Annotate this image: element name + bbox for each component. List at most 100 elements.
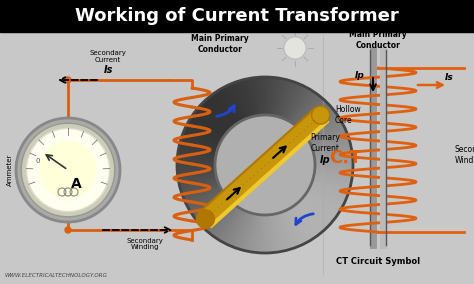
Polygon shape (222, 87, 241, 121)
Polygon shape (301, 199, 330, 225)
Polygon shape (258, 77, 262, 115)
Polygon shape (309, 121, 342, 141)
Polygon shape (243, 213, 253, 250)
Polygon shape (312, 135, 348, 149)
Polygon shape (212, 94, 236, 125)
Polygon shape (315, 165, 353, 166)
Polygon shape (311, 184, 346, 200)
Polygon shape (306, 193, 338, 215)
Polygon shape (314, 176, 351, 185)
Polygon shape (294, 93, 317, 124)
Polygon shape (228, 210, 245, 246)
Polygon shape (304, 110, 335, 134)
Polygon shape (196, 196, 226, 221)
Polygon shape (302, 198, 331, 224)
Polygon shape (220, 208, 240, 241)
Polygon shape (186, 124, 221, 143)
Polygon shape (298, 202, 324, 231)
Polygon shape (204, 201, 231, 230)
Polygon shape (191, 191, 223, 213)
Polygon shape (227, 210, 244, 245)
Polygon shape (183, 184, 219, 199)
Text: Is: Is (103, 65, 113, 75)
Polygon shape (308, 190, 341, 210)
Polygon shape (301, 103, 328, 130)
Polygon shape (251, 214, 258, 252)
Polygon shape (227, 85, 244, 120)
Polygon shape (288, 209, 306, 243)
Polygon shape (197, 108, 227, 133)
Polygon shape (297, 98, 323, 128)
Polygon shape (274, 78, 283, 116)
Polygon shape (299, 101, 326, 129)
Polygon shape (231, 211, 246, 247)
Text: Working of Current Transformer: Working of Current Transformer (75, 7, 399, 25)
Polygon shape (270, 215, 276, 252)
Polygon shape (199, 198, 228, 224)
Circle shape (27, 128, 109, 212)
Polygon shape (309, 188, 343, 206)
Polygon shape (236, 212, 249, 248)
Polygon shape (235, 82, 248, 118)
Polygon shape (271, 214, 277, 252)
Polygon shape (282, 212, 296, 248)
Polygon shape (308, 119, 341, 139)
Polygon shape (216, 207, 238, 239)
Text: Ip: Ip (355, 70, 365, 80)
Polygon shape (184, 185, 219, 202)
Polygon shape (246, 214, 255, 251)
Polygon shape (309, 189, 342, 209)
Polygon shape (205, 202, 232, 231)
Polygon shape (297, 97, 322, 127)
Polygon shape (314, 151, 352, 158)
Text: CT Circuit Symbol: CT Circuit Symbol (336, 258, 420, 266)
Polygon shape (193, 114, 224, 137)
Polygon shape (284, 211, 300, 247)
Polygon shape (189, 190, 222, 210)
Polygon shape (203, 201, 230, 229)
Polygon shape (312, 182, 348, 196)
Polygon shape (177, 163, 215, 165)
Polygon shape (194, 195, 225, 218)
Polygon shape (296, 204, 320, 235)
Bar (0, 0, 474, 32)
Polygon shape (315, 167, 353, 169)
Polygon shape (188, 189, 221, 208)
Polygon shape (268, 77, 272, 115)
Polygon shape (259, 215, 263, 253)
Polygon shape (312, 136, 349, 149)
Polygon shape (188, 189, 222, 209)
Polygon shape (280, 213, 292, 249)
Polygon shape (264, 77, 266, 115)
Polygon shape (302, 106, 331, 132)
Polygon shape (314, 144, 351, 154)
Polygon shape (239, 213, 251, 249)
Polygon shape (235, 212, 248, 248)
Polygon shape (247, 79, 255, 116)
Polygon shape (204, 100, 231, 129)
Polygon shape (287, 210, 305, 244)
Polygon shape (177, 166, 215, 168)
Polygon shape (278, 213, 289, 250)
Text: C.T: C.T (329, 149, 361, 167)
Polygon shape (244, 214, 254, 251)
Circle shape (215, 115, 315, 215)
Text: Secondary
Winding: Secondary Winding (127, 237, 164, 250)
Polygon shape (277, 213, 288, 250)
Polygon shape (289, 88, 309, 122)
Polygon shape (259, 77, 263, 115)
Polygon shape (178, 172, 216, 179)
Polygon shape (177, 159, 215, 162)
Polygon shape (229, 84, 246, 119)
Text: Is: Is (445, 74, 454, 82)
Polygon shape (270, 77, 274, 115)
Polygon shape (290, 208, 310, 242)
Text: 0: 0 (36, 158, 40, 164)
Polygon shape (220, 89, 240, 122)
Polygon shape (182, 181, 218, 194)
Polygon shape (303, 109, 334, 134)
Polygon shape (276, 214, 285, 251)
Polygon shape (226, 85, 244, 120)
Polygon shape (273, 214, 281, 252)
Polygon shape (292, 207, 313, 239)
